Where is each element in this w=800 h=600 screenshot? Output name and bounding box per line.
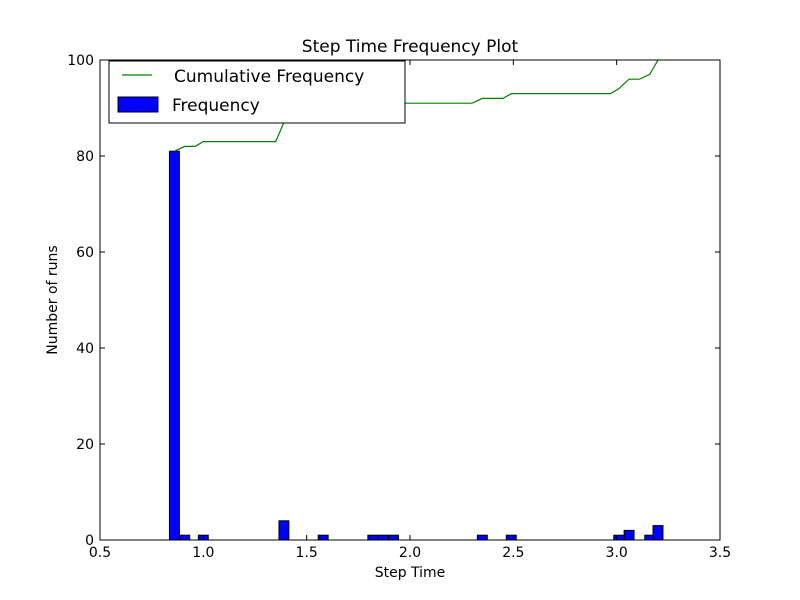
x-axis-label: Step Time bbox=[375, 565, 446, 581]
y-tick-label-3: 60 bbox=[76, 245, 94, 261]
legend-label-frequency: Frequency bbox=[172, 96, 260, 116]
y-tick-labels: 0 20 40 60 80 100 bbox=[67, 53, 94, 549]
frequency-bar-8 bbox=[388, 534, 399, 540]
x-tick-label-5: 3.0 bbox=[606, 545, 628, 561]
x-tick-label-6: 3.5 bbox=[709, 545, 731, 561]
x-tick-label-2: 1.5 bbox=[296, 545, 318, 561]
frequency-bar-10 bbox=[505, 534, 517, 540]
y-tick-label-2: 40 bbox=[76, 341, 94, 357]
frequency-bar-7 bbox=[377, 534, 389, 540]
y-tick-label-1: 20 bbox=[76, 437, 94, 453]
x-tick-label-4: 2.5 bbox=[502, 545, 524, 561]
frequency-bar-5 bbox=[317, 534, 329, 540]
legend-label-cumulative: Cumulative Frequency bbox=[174, 67, 364, 87]
x-tick-label-0: 0.5 bbox=[89, 545, 111, 561]
frequency-bar-9 bbox=[476, 534, 488, 540]
frequency-bar-6 bbox=[367, 534, 379, 540]
y-axis-label: Number of runs bbox=[45, 245, 61, 354]
x-tick-label-3: 2.0 bbox=[399, 545, 421, 561]
y-tick-label-5: 100 bbox=[67, 53, 94, 69]
frequency-bar-1 bbox=[168, 150, 180, 540]
frequency-bar-4 bbox=[278, 520, 290, 540]
legend-bar-swatch bbox=[117, 96, 159, 113]
chart-title: Step Time Frequency Plot bbox=[302, 37, 519, 57]
y-tick-label-0: 0 bbox=[85, 533, 94, 549]
frequency-bar-14 bbox=[652, 525, 664, 540]
frequency-bar-11 bbox=[613, 534, 625, 540]
x-tick-label-1: 1.0 bbox=[192, 545, 214, 561]
legend: Cumulative Frequency Frequency bbox=[108, 60, 406, 124]
legend-box bbox=[108, 60, 406, 124]
frequency-bar-12 bbox=[623, 529, 635, 540]
frequency-bar-2 bbox=[179, 534, 191, 540]
x-tick-labels: 0.5 1.0 1.5 2.0 2.5 3.0 3.5 bbox=[89, 545, 731, 561]
y-tick-label-4: 80 bbox=[76, 149, 94, 165]
